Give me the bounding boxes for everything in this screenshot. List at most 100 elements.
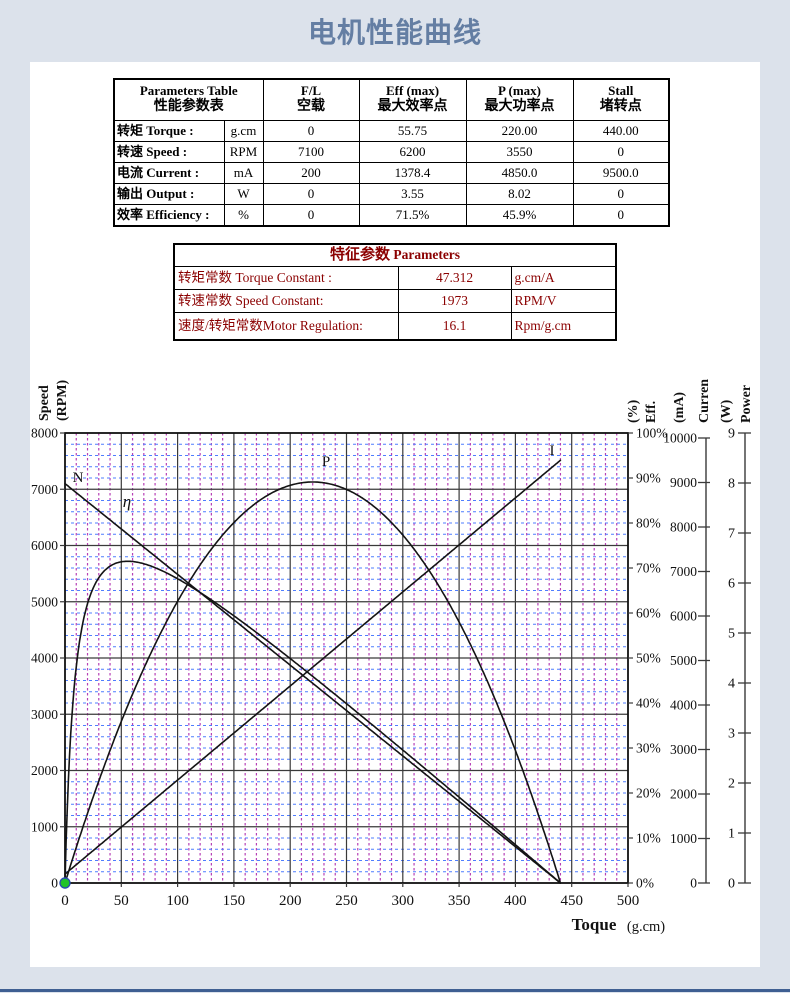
curve-N [64,482,562,884]
page-header: 电机性能曲线 [0,0,790,62]
svg-text:η: η [123,492,131,511]
current-axis-unit: (mA) [672,392,687,423]
svg-text:7000: 7000 [670,564,697,579]
svg-text:100: 100 [166,893,189,909]
eff-axis: 0% 10% 20% 30% 40% 50% 60% 70% 80% 90% 100% [628,426,668,891]
svg-text:50%: 50% [636,651,661,666]
svg-text:5: 5 [728,627,735,642]
svg-text:300: 300 [392,893,415,909]
svg-text:1: 1 [728,827,735,842]
power-axis-title: Power [739,385,754,423]
svg-text:80%: 80% [636,516,661,531]
svg-text:5000: 5000 [31,594,58,609]
power-axis: 0 1 2 3 4 5 6 7 8 9 [728,427,751,892]
curve-labels: Nη P I [73,443,555,511]
svg-text:70%: 70% [636,561,661,576]
svg-text:Toque: Toque [572,915,617,934]
svg-text:2000: 2000 [670,787,697,802]
svg-text:1000: 1000 [31,819,58,834]
cell-value: 1378.4 [358,162,467,184]
svg-text:350: 350 [448,893,471,909]
svg-text:200: 200 [279,893,302,909]
power-axis-unit: (W) [719,399,734,423]
svg-text:8000: 8000 [670,520,697,535]
svg-text:4: 4 [728,677,735,692]
svg-text:9000: 9000 [670,475,697,490]
svg-text:40%: 40% [636,696,661,711]
characteristics-table-title: 特征参数 Parameters [173,243,617,267]
cell-value: 45.9% [465,204,574,227]
speed-axis: 0 1000 2000 3000 4000 5000 6000 7000 8000 [31,426,65,891]
table-row-motor-regulation: 速度/转矩常数Motor Regulation: 16.1 Rpm/g.cm [173,312,617,341]
svg-text:0: 0 [728,877,735,892]
svg-text:0: 0 [51,876,58,891]
row-unit: g.cm [223,120,264,142]
table-row-efficiency: 效率 Efficiency : % 0 71.5% 45.9% 0 [113,204,670,227]
svg-text:1000: 1000 [670,831,697,846]
cell-value: 0 [572,204,670,227]
x-axis: 0 50 100 150 200 250 300 350 400 450 500 [61,883,639,909]
svg-text:(g.cm): (g.cm) [627,919,665,935]
cell-value: 71.5% [358,204,467,227]
axis-titles-rotated: Speed (RPM) (%) Eff. (mA) Curren (W) Power [37,379,754,423]
cell-unit: Rpm/g.cm [510,312,617,341]
svg-text:60%: 60% [636,606,661,621]
speed-axis-title: Speed [37,385,52,421]
table-row-output: 输出 Output : W 0 3.55 8.02 0 [113,183,670,205]
svg-text:20%: 20% [636,786,661,801]
svg-text:2: 2 [728,777,735,792]
svg-text:6000: 6000 [31,538,58,553]
parameters-table: Parameters Table 性能参数表 F/L 空载 Eff (max) … [113,78,670,227]
current-axis-title: Curren [697,379,712,423]
svg-text:450: 450 [560,893,583,909]
svg-text:10000: 10000 [663,431,697,446]
cell-value: 16.1 [397,312,512,341]
cell-value: 0 [572,183,670,205]
svg-text:3000: 3000 [670,742,697,757]
svg-text:7000: 7000 [31,482,58,497]
cell-unit: RPM/V [510,289,617,313]
current-axis: 0 1000 2000 3000 4000 5000 6000 7000 8000 9000 100… [663,431,710,891]
svg-text:50: 50 [114,893,129,909]
eff-axis-unit: (%) [626,399,641,423]
col-header-fl: F/L 空载 [262,78,360,121]
table-row-speed-constant: 转速常数 Speed Constant: 1973 RPM/V [173,289,617,313]
cell-value: 1973 [397,289,512,313]
svg-text:30%: 30% [636,741,661,756]
svg-text:10%: 10% [636,831,661,846]
cell-value: 8.02 [465,183,574,205]
row-label: 效率 Efficiency : [113,204,225,227]
cell-value: 440.00 [572,120,670,142]
svg-text:N: N [73,470,84,486]
row-label: 转矩常数 Torque Constant : [173,266,399,290]
svg-text:6: 6 [728,577,735,592]
row-unit: W [223,183,264,205]
svg-text:P: P [322,454,330,470]
svg-text:400: 400 [504,893,527,909]
eff-axis-title: Eff. [644,401,659,423]
x-axis-title: Toque (g.cm) [572,915,666,935]
svg-text:250: 250 [335,893,358,909]
table-row-torque-constant: 转矩常数 Torque Constant : 47.312 g.cm/A [173,266,617,290]
row-label: 转矩 Torque : [113,120,225,142]
svg-text:150: 150 [223,893,246,909]
svg-text:100%: 100% [636,426,668,441]
svg-text:0: 0 [690,876,697,891]
svg-text:3000: 3000 [31,707,58,722]
cell-value: 0 [262,183,360,205]
svg-text:0: 0 [61,893,69,909]
characteristics-table: 特征参数 Parameters 转矩常数 Torque Constant : 4… [173,243,618,341]
svg-text:4000: 4000 [31,651,58,666]
table-row-speed: 转速 Speed : RPM 7100 6200 3550 0 [113,141,670,163]
row-label: 输出 Output : [113,183,225,205]
svg-text:2000: 2000 [31,763,58,778]
row-label: 转速常数 Speed Constant: [173,289,399,313]
origin-marker [59,877,71,889]
svg-text:90%: 90% [636,471,661,486]
svg-text:9: 9 [728,427,735,442]
svg-text:8000: 8000 [31,426,58,441]
page-title: 电机性能曲线 [307,17,482,48]
parameters-table-corner: Parameters Table 性能参数表 [113,78,264,121]
svg-text:I: I [550,443,555,459]
